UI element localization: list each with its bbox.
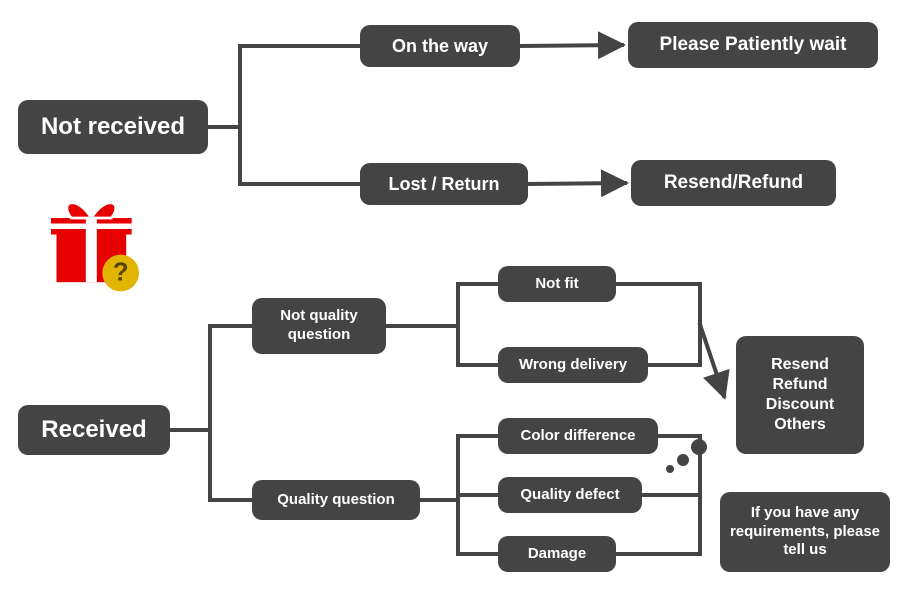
node-requirements: If you have any requirements, please tel… [720,492,890,572]
node-resend-refund: Resend/Refund [631,160,836,206]
node-resend-options: ResendRefundDiscountOthers [736,336,864,454]
node-quality-q: Quality question [252,480,420,520]
node-not-quality-q: Not quality question [252,298,386,354]
node-not-fit: Not fit [498,266,616,302]
node-not-received: Not received [18,100,208,154]
node-wrong-delivery: Wrong delivery [498,347,648,383]
node-damage: Damage [498,536,616,572]
node-patiently-wait: Please Patiently wait [628,22,878,68]
node-color-diff: Color difference [498,418,658,454]
node-received: Received [18,405,170,455]
node-quality-defect: Quality defect [498,477,642,513]
gift-box-icon: ? [40,185,150,300]
node-on-the-way: On the way [360,25,520,67]
svg-text:?: ? [113,258,129,286]
node-lost-return: Lost / Return [360,163,528,205]
